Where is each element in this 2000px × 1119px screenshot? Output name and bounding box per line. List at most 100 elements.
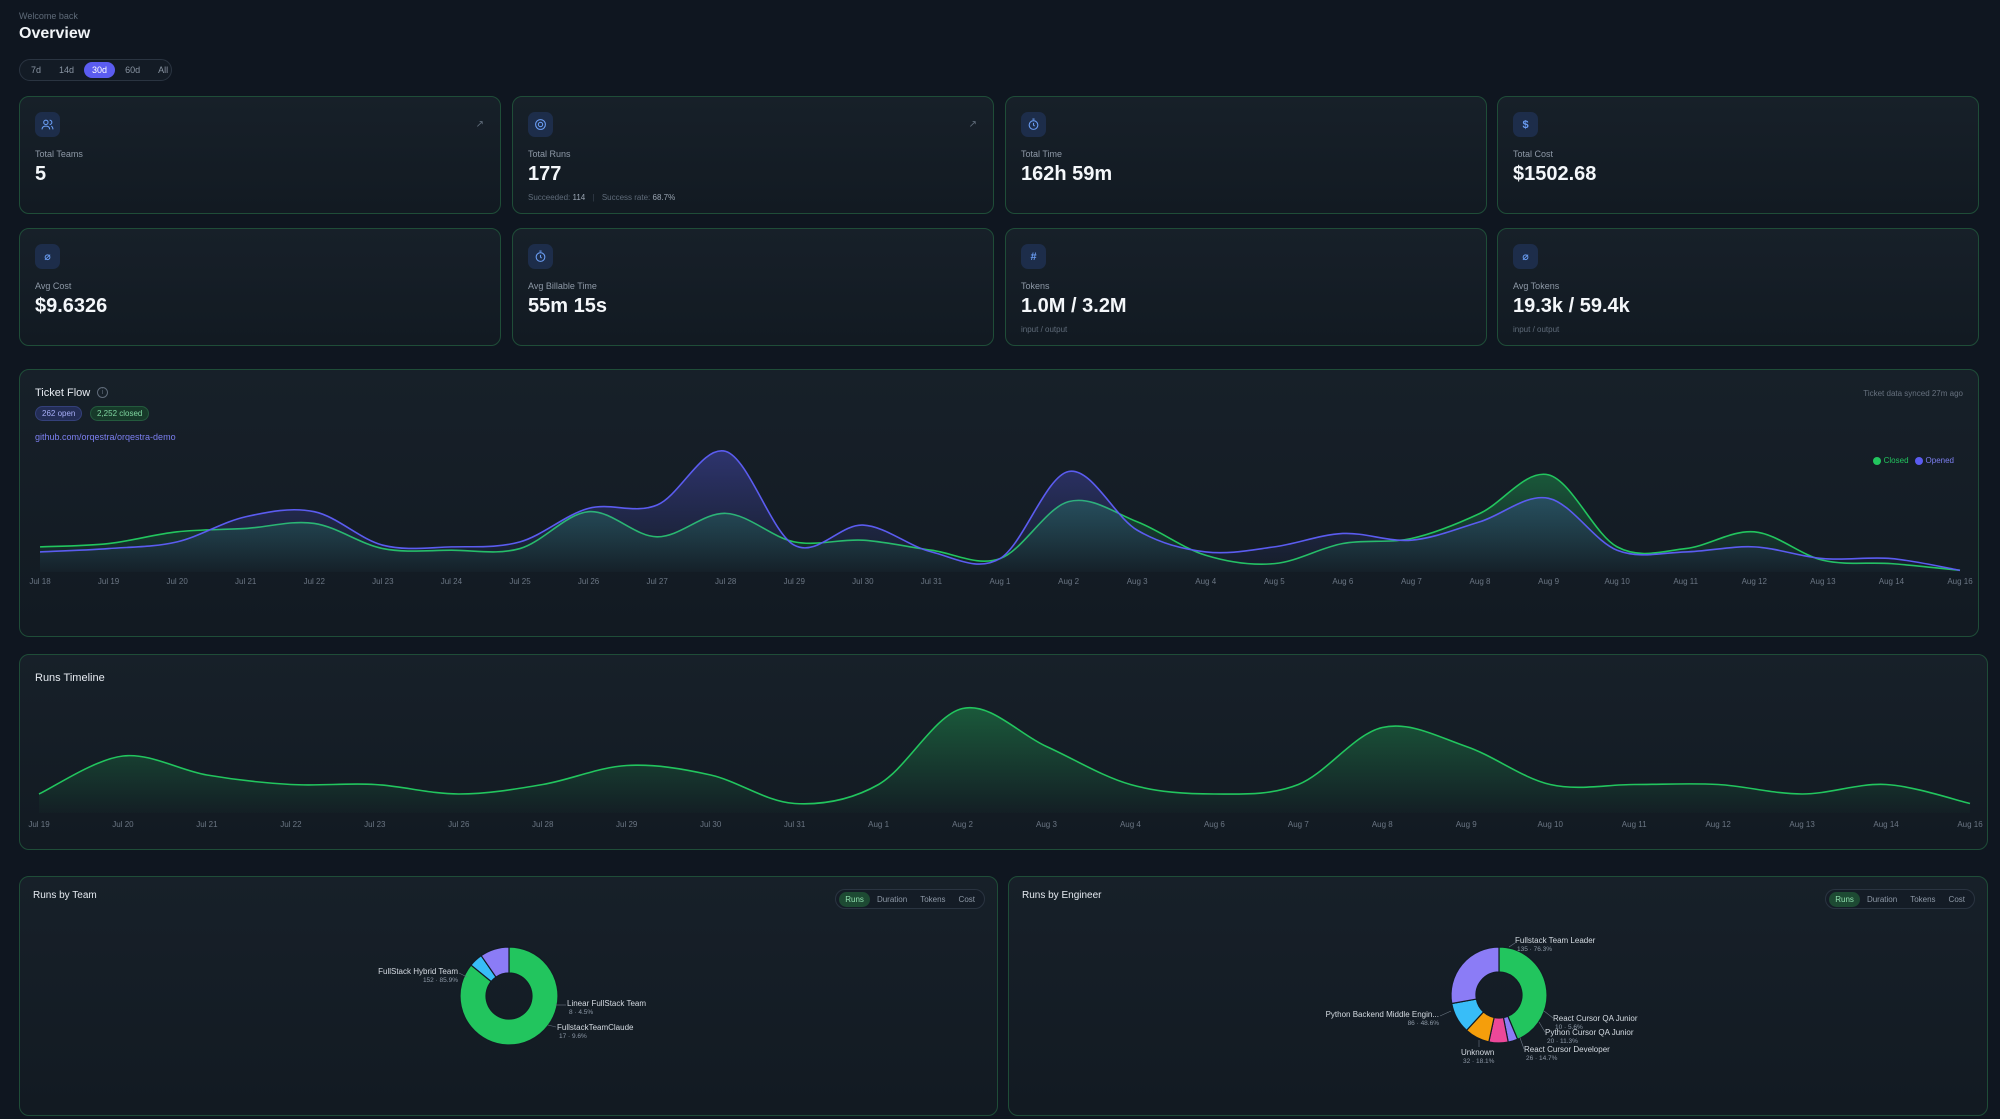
data-point[interactable] — [957, 703, 969, 715]
data-point[interactable] — [171, 536, 183, 548]
data-point[interactable] — [1964, 798, 1976, 810]
data-point[interactable] — [1628, 779, 1640, 791]
data-point[interactable] — [1543, 469, 1555, 481]
data-point[interactable] — [1954, 564, 1966, 576]
range-30d-button[interactable]: 30d — [84, 62, 116, 78]
toggle-tokens[interactable]: Tokens — [1910, 894, 1936, 904]
stat-value: 1.0M / 3.2M — [1021, 295, 1127, 317]
donut-slice[interactable] — [480, 946, 510, 978]
data-point[interactable] — [857, 519, 869, 531]
data-point[interactable] — [1474, 516, 1486, 528]
data-point[interactable] — [1292, 779, 1304, 791]
stat-card-total-teams[interactable]: ↗ Total Teams 5 — [19, 96, 501, 214]
data-point[interactable] — [445, 541, 457, 553]
data-point[interactable] — [103, 543, 115, 555]
data-point[interactable] — [1337, 527, 1349, 539]
legend-closed-label: Closed — [1883, 456, 1909, 465]
data-point[interactable] — [369, 779, 381, 791]
legend-opened[interactable]: Opened — [1914, 456, 1954, 465]
data-point[interactable] — [1748, 541, 1760, 553]
stat-label: Total Teams — [35, 149, 83, 159]
data-point[interactable] — [201, 769, 213, 781]
stat-card-total-cost: $ Total Cost $1502.68 — [1497, 96, 1979, 214]
arrow-up-right-icon[interactable]: ↗ — [968, 119, 977, 130]
data-point[interactable] — [117, 750, 129, 762]
slice-value-label: 17 · 9.6% — [559, 1033, 587, 1040]
toggle-runs[interactable]: Runs — [1829, 891, 1860, 907]
stat-card-avg-cost: ⌀ Avg Cost $9.6326 — [19, 228, 501, 346]
data-point[interactable] — [1063, 466, 1075, 478]
stat-subtext: input / output — [1513, 325, 1560, 334]
x-tick-label: Aug 2 — [952, 820, 973, 829]
data-point[interactable] — [285, 779, 297, 791]
donut-slice[interactable] — [1450, 946, 1500, 1005]
data-point[interactable] — [1611, 544, 1623, 556]
data-point[interactable] — [1040, 741, 1052, 753]
data-point[interactable] — [1208, 788, 1220, 800]
range-14d-button[interactable]: 14d — [59, 65, 75, 75]
data-point[interactable] — [1885, 553, 1897, 565]
data-point[interactable] — [1544, 779, 1556, 791]
range-60d-button[interactable]: 60d — [125, 65, 141, 75]
data-point[interactable] — [1880, 779, 1892, 791]
data-point[interactable] — [1748, 526, 1760, 538]
data-point[interactable] — [621, 760, 633, 772]
data-point[interactable] — [1543, 492, 1555, 504]
arrow-up-right-icon[interactable]: ↗ — [475, 119, 484, 130]
data-point[interactable] — [994, 553, 1006, 565]
success-rate-value: 68.7% — [652, 193, 676, 202]
stat-value: 177 — [528, 163, 562, 185]
data-point[interactable] — [377, 539, 389, 551]
data-point[interactable] — [1796, 788, 1808, 800]
x-tick-label: Aug 8 — [1470, 577, 1491, 586]
data-point[interactable] — [651, 499, 663, 511]
data-point[interactable] — [789, 798, 801, 810]
data-point[interactable] — [1124, 779, 1136, 791]
x-tick-label: Aug 9 — [1456, 820, 1477, 829]
data-point[interactable] — [1376, 722, 1388, 734]
timer-icon — [1021, 112, 1046, 137]
data-point[interactable] — [240, 511, 252, 523]
data-point[interactable] — [925, 546, 937, 558]
data-point[interactable] — [308, 506, 320, 518]
donut-slice[interactable] — [1498, 946, 1548, 1041]
data-point[interactable] — [453, 788, 465, 800]
timer-icon — [528, 244, 553, 269]
data-point[interactable] — [1268, 541, 1280, 553]
range-all-button[interactable]: All — [158, 65, 169, 75]
data-point[interactable] — [583, 502, 595, 514]
stat-card-avg-billable-time: Avg Billable Time 55m 15s — [512, 228, 994, 346]
series-area-1 — [40, 450, 1960, 572]
range-7d-button[interactable]: 7d — [31, 65, 42, 75]
data-point[interactable] — [33, 788, 45, 800]
info-icon[interactable]: i — [97, 387, 108, 398]
data-point[interactable] — [788, 539, 800, 551]
data-point[interactable] — [1817, 553, 1829, 565]
stat-subtext: input / output — [1021, 325, 1068, 334]
toggle-runs[interactable]: Runs — [839, 891, 870, 907]
toggle-duration[interactable]: Duration — [1866, 894, 1898, 904]
data-point[interactable] — [705, 769, 717, 781]
data-point[interactable] — [873, 779, 885, 791]
data-point[interactable] — [1460, 741, 1472, 753]
data-point[interactable] — [1712, 779, 1724, 791]
data-point[interactable] — [1680, 546, 1692, 558]
repo-link[interactable]: github.com/orqestra/orqestra-demo — [35, 432, 176, 442]
donut-slice[interactable] — [459, 946, 559, 1046]
data-point[interactable] — [1405, 534, 1417, 546]
toggle-duration[interactable]: Duration — [876, 894, 908, 904]
time-range-selector: 7d 14d 30d 60d All — [19, 59, 172, 81]
toggle-tokens[interactable]: Tokens — [920, 894, 946, 904]
data-point[interactable] — [34, 546, 46, 558]
toggle-cost[interactable]: Cost — [958, 894, 975, 904]
stat-card-total-runs[interactable]: ↗ Total Runs 177 Succeeded: 114 | Succes… — [512, 96, 994, 214]
data-point[interactable] — [1200, 546, 1212, 558]
data-point[interactable] — [537, 779, 549, 791]
toggle-cost[interactable]: Cost — [1948, 894, 1965, 904]
legend-closed[interactable]: Closed — [1872, 456, 1909, 465]
x-tick-label: Aug 12 — [1705, 820, 1731, 829]
data-point[interactable] — [1131, 524, 1143, 536]
data-point[interactable] — [720, 445, 732, 457]
stat-label: Tokens — [1021, 281, 1050, 291]
data-point[interactable] — [514, 536, 526, 548]
